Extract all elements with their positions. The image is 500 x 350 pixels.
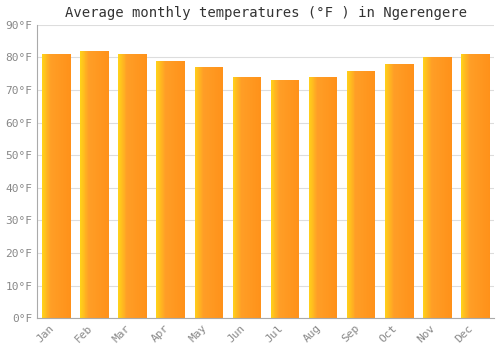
Title: Average monthly temperatures (°F ) in Ngerengere: Average monthly temperatures (°F ) in Ng…: [65, 6, 467, 20]
